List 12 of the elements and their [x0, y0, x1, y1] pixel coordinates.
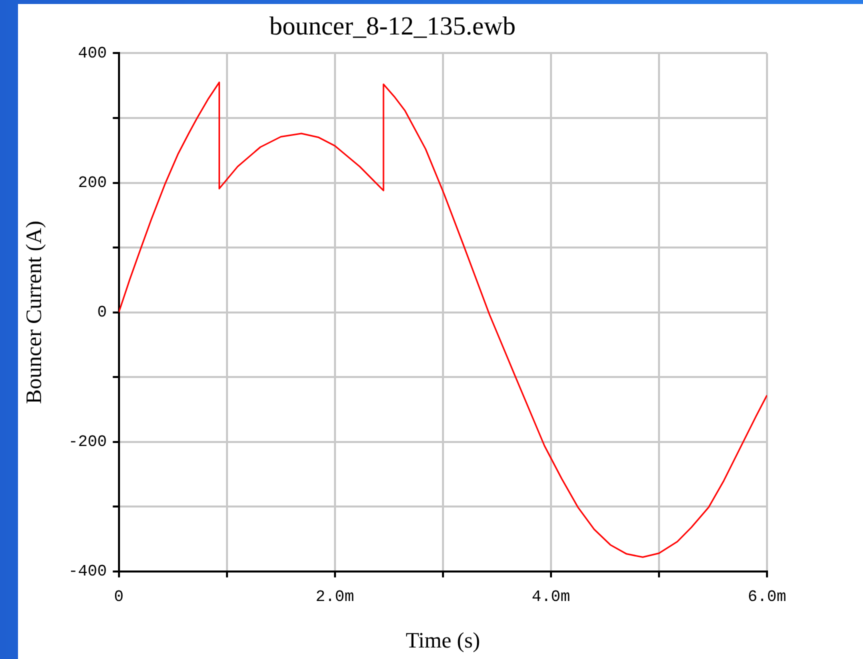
- y-tick-label: 0: [97, 304, 107, 322]
- y-tick-label: -200: [68, 433, 107, 452]
- x-tick-label: 0: [114, 588, 124, 606]
- x-tick-label: 2.0m: [316, 588, 354, 606]
- y-tick-label: 200: [78, 174, 107, 192]
- x-tick-label: 6.0m: [748, 588, 786, 606]
- y-tick-label: -400: [68, 562, 107, 581]
- x-axis-title: Time (s): [406, 628, 480, 653]
- chart-title: bouncer_8-12_135.ewb: [269, 11, 516, 40]
- x-tick-label: 4.0m: [532, 588, 570, 606]
- y-axis-title: Bouncer Current (A): [20, 220, 46, 404]
- y-tick-label: 400: [78, 44, 107, 62]
